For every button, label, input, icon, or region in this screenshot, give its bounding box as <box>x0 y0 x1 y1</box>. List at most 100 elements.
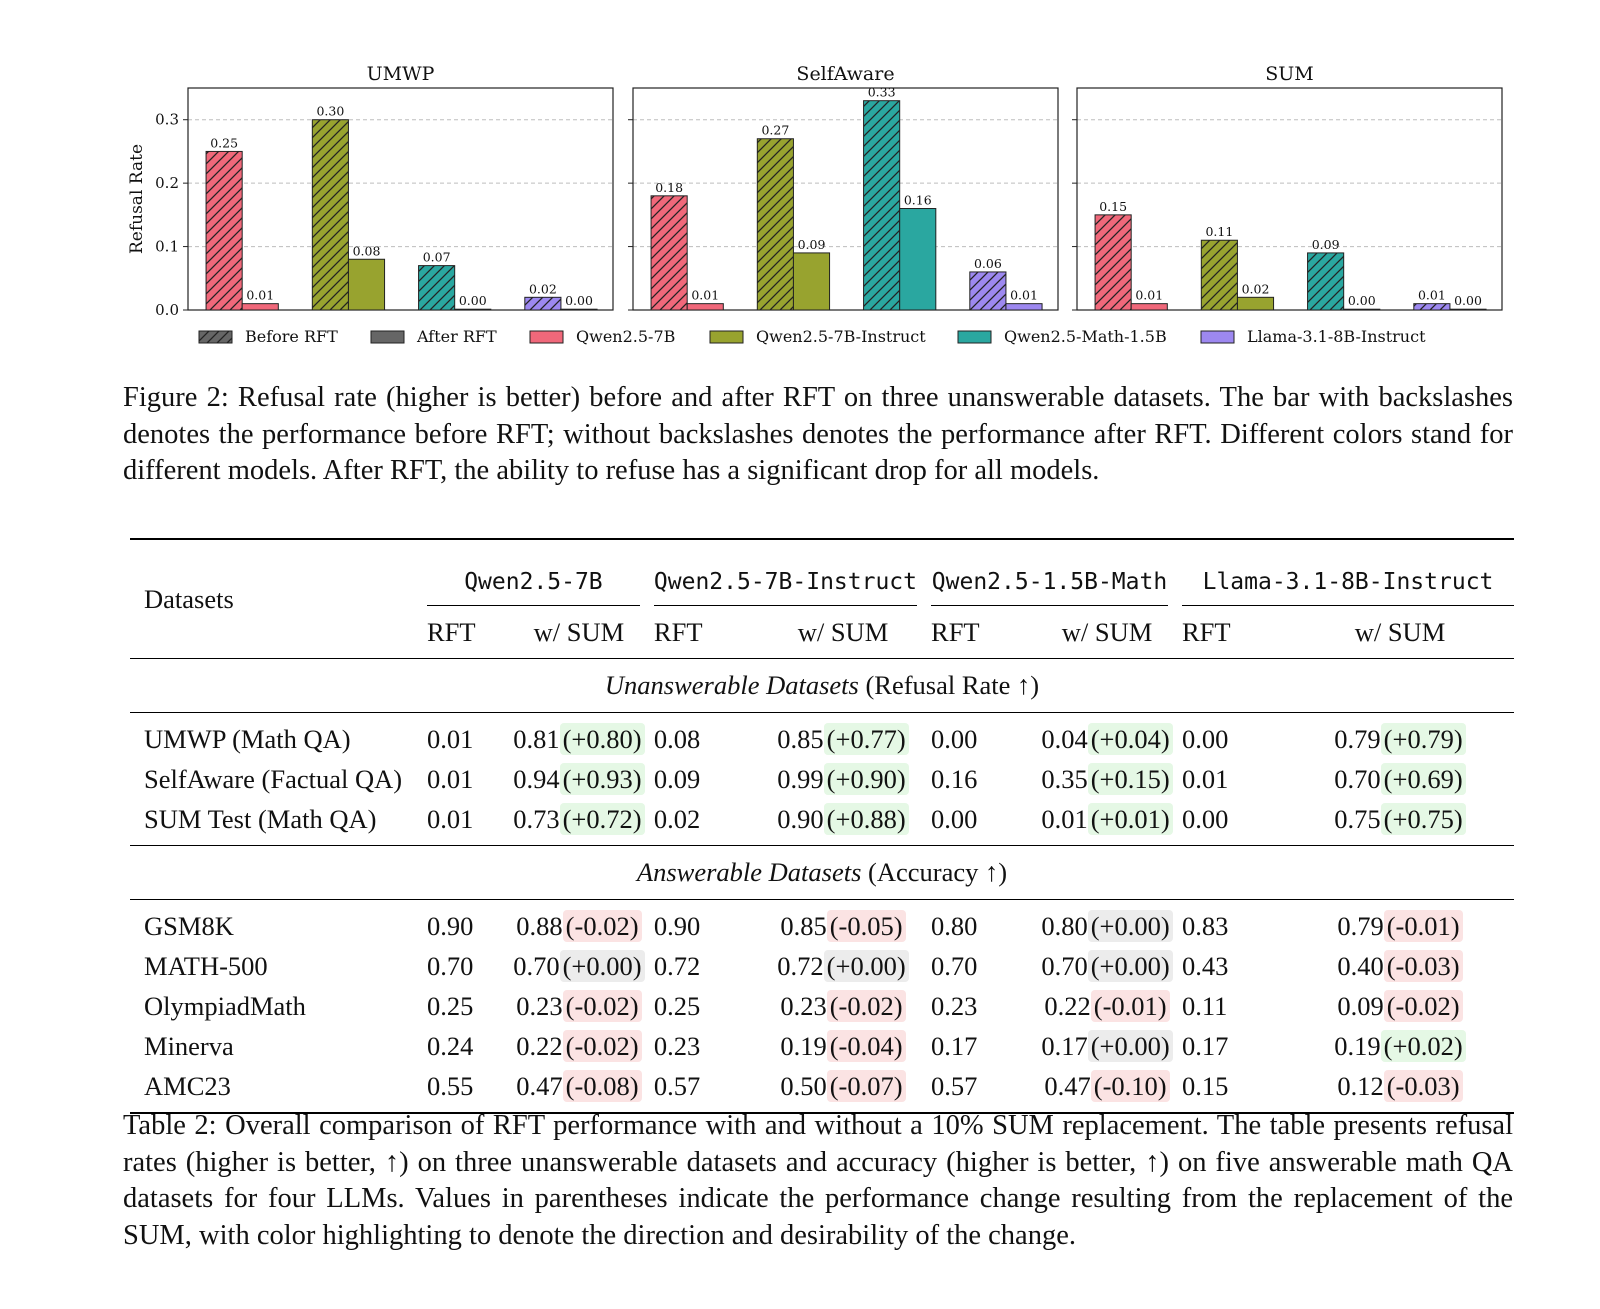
panel-frame <box>1076 87 1503 311</box>
sum-value-cell: 0.19 (-0.04) <box>755 1026 931 1066</box>
rft-subheader: RFT <box>1181 606 1286 659</box>
sum-value-cell: 0.94 (+0.93) <box>504 759 654 799</box>
header-row: Datasets Qwen2.5-7B Qwen2.5-7B-Instruct Qwe… <box>130 539 1514 659</box>
rft-subheader: RFT <box>653 606 755 659</box>
sum-value-cell: 0.22 (-0.01) <box>1032 986 1182 1026</box>
sum-value: 0.73 <box>513 803 560 834</box>
bar-value-label: 0.01 <box>246 288 274 303</box>
model-header-label: Qwen2.5-1.5B-Math <box>931 569 1168 606</box>
bar-value-label: 0.25 <box>210 135 238 150</box>
panel-title: SelfAware <box>796 63 894 85</box>
rft-value: 0.11 <box>1181 990 1228 1021</box>
dataset-name: OlympiadMath <box>144 990 306 1021</box>
bar-value-label: 0.00 <box>1454 293 1482 308</box>
sum-value: 0.22 <box>1044 990 1091 1021</box>
datasets-header: Datasets <box>130 539 427 659</box>
sum-value: 0.70 <box>1334 763 1381 794</box>
sum-value-cell: 0.85 (-0.05) <box>755 900 931 947</box>
model-header-label: Qwen2.5-7B-Instruct <box>653 569 918 606</box>
rft-value: 0.23 <box>653 1030 701 1061</box>
sum-value: 0.70 <box>513 950 560 981</box>
delta-badge: (+0.75) <box>1380 802 1466 835</box>
legend-label: Llama-3.1-8B-Instruct <box>1247 327 1426 346</box>
sum-value-cell: 0.88 (-0.02) <box>504 900 654 947</box>
rft-value: 0.24 <box>426 1030 474 1061</box>
sum-value: 0.01 <box>1041 803 1088 834</box>
sum-value: 0.94 <box>513 763 560 794</box>
bar-value-label: 0.02 <box>1242 281 1270 296</box>
section-title-rest: (Refusal Rate ↑) <box>858 670 1040 700</box>
bar-hatch <box>757 138 794 310</box>
bar-value-label: 0.16 <box>904 193 932 208</box>
bar-after <box>1449 308 1487 311</box>
sum-value-cell: 0.72 (+0.00) <box>755 946 931 986</box>
sum-value-cell: 0.23 (-0.02) <box>504 986 654 1026</box>
rft-subheader: RFT <box>931 606 1032 659</box>
delta-badge: (+0.15) <box>1087 762 1173 795</box>
dataset-name: SelfAware (Factual QA) <box>144 763 403 794</box>
delta-badge: (+0.01) <box>1087 802 1173 835</box>
delta-badge: (+0.72) <box>559 802 645 835</box>
sum-value: 0.88 <box>516 910 563 941</box>
bar-value-label: 0.15 <box>1099 199 1127 214</box>
rft-value: 0.17 <box>1181 1030 1229 1061</box>
rft-value: 0.70 <box>426 950 474 981</box>
model-header: Qwen2.5-1.5B-Math <box>931 539 1182 606</box>
bar-after <box>899 208 937 311</box>
bar-value-label: 0.27 <box>761 123 789 138</box>
sum-value: 0.17 <box>1041 1030 1088 1061</box>
rft-value: 0.00 <box>931 803 978 834</box>
dataset-name: GSM8K <box>144 910 234 941</box>
table-row: SUM Test (Math QA) 0.01 0.73 (+0.72) 0.02 0.9… <box>130 799 1514 846</box>
rft-value: 0.01 <box>426 803 474 834</box>
bar-value-label: 0.02 <box>529 281 557 296</box>
delta-badge: (+0.90) <box>823 762 909 795</box>
sum-value-cell: 0.35 (+0.15) <box>1032 759 1182 799</box>
sum-value-cell: 0.19 (+0.02) <box>1286 1026 1514 1066</box>
delta-badge: (-0.08) <box>562 1069 642 1102</box>
legend-label: Qwen2.5-7B-Instruct <box>756 327 926 346</box>
rft-value: 0.23 <box>931 990 978 1021</box>
bar-value-label: 0.01 <box>1418 288 1446 303</box>
sum-value: 0.47 <box>1044 1070 1091 1101</box>
legend-label: Qwen2.5-Math-1.5B <box>1004 327 1167 346</box>
table-row: Minerva 0.24 0.22 (-0.02) 0.23 0.19 (-0.04) 0.1… <box>130 1026 1514 1066</box>
bar-value-label: 0.09 <box>1312 237 1340 252</box>
sum-value: 0.75 <box>1334 803 1381 834</box>
sum-value-cell: 0.70 (+0.69) <box>1286 759 1514 799</box>
y-tick-label: 0.1 <box>155 238 179 256</box>
bar-after <box>792 252 831 311</box>
sum-value: 0.19 <box>1334 1030 1381 1061</box>
delta-badge: (+0.77) <box>823 722 909 755</box>
legend-swatch <box>370 330 405 344</box>
panel-title: SUM <box>1265 63 1313 85</box>
model-header: Qwen2.5-7B-Instruct <box>653 539 931 606</box>
rft-value: 0.90 <box>426 910 474 941</box>
sum-subheader: w/ SUM <box>503 606 654 659</box>
legend-swatch <box>709 330 744 344</box>
sum-value-cell: 0.12 (-0.03) <box>1286 1066 1514 1113</box>
delta-badge: (+0.93) <box>559 762 645 795</box>
rft-value: 0.00 <box>1181 803 1229 834</box>
dataset-name: Minerva <box>144 1030 234 1061</box>
comparison-table: Datasets Qwen2.5-7B Qwen2.5-7B-Instruct Qwe… <box>130 538 1514 1114</box>
sum-value-cell: 0.70 (+0.00) <box>504 946 654 986</box>
sum-value-cell: 0.09 (-0.02) <box>1286 986 1514 1026</box>
bar-value-label: 0.01 <box>1010 288 1038 303</box>
delta-badge: (+0.88) <box>823 802 909 835</box>
sum-value: 0.90 <box>777 803 824 834</box>
bar-value-label: 0.07 <box>423 250 451 265</box>
rft-value: 0.15 <box>1181 1070 1229 1101</box>
delta-badge: (+0.69) <box>1380 762 1466 795</box>
sum-value-cell: 0.79 (-0.01) <box>1286 900 1514 947</box>
delta-badge: (+0.00) <box>823 949 909 982</box>
rft-value: 0.25 <box>653 990 701 1021</box>
rft-value: 0.57 <box>931 1070 978 1101</box>
panel-frame <box>187 87 614 311</box>
sum-value: 0.22 <box>516 1030 563 1061</box>
rft-value: 0.00 <box>931 723 978 754</box>
bar-value-label: 0.33 <box>868 85 896 100</box>
delta-badge: (+0.00) <box>1087 1029 1173 1062</box>
sum-value: 0.85 <box>780 910 827 941</box>
bar-after <box>1236 296 1275 311</box>
